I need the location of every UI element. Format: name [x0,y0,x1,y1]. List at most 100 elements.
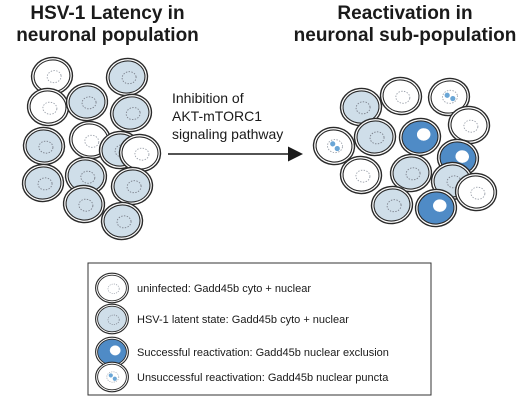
legend-item-latent: HSV-1 latent state: Gadd45b cyto + nucle… [95,303,349,335]
cell-latent [62,184,106,224]
cell-nucleus [46,70,62,84]
cell-nucleus [42,101,58,115]
legend-label-reactivated: Successful reactivation: Gadd45b nuclear… [137,347,389,359]
cell-uninfected [118,133,162,173]
cell-latent [389,153,433,193]
cell-body [457,175,495,209]
cell-reactivated [398,117,442,157]
cell-nucleus [125,107,141,121]
nuclear-punctum [112,376,117,381]
cell-uninfected [26,87,70,127]
cell-latent [22,126,66,166]
legend-swatch-reactivated [95,336,129,368]
cell-body [97,274,127,302]
cell-nucleus [395,90,411,104]
cell-nucleus [78,198,94,212]
nuclear-punctum [334,145,340,152]
legend-label-latent: HSV-1 latent state: Gadd45b cyto + nucle… [137,314,349,326]
cell-body [108,60,146,94]
cell-uninfected [454,172,498,212]
latent-population [21,56,162,241]
right-title-line-2: neuronal sub-population [293,25,517,46]
cell-nucleus [116,215,132,229]
cell-nucleus [405,167,421,181]
cell-nucleus [416,128,431,141]
cell-nucleus [84,134,100,148]
left-title-line-2: neuronal population [16,25,199,46]
cell-body [382,79,420,113]
nuclear-punctum [330,141,336,147]
cell-nucleus [455,150,469,163]
cell-nucleus [463,119,479,133]
legend-label-puncta: Unsuccessful reactivation: Gadd45b nucle… [137,372,389,384]
cell-nucleus [470,186,486,200]
left-panel-title: HSV-1 Latency in neuronal population [0,3,215,47]
cell-body [342,158,380,192]
cell-nucleus [109,345,121,356]
cell-body [24,166,62,200]
right-panel-title: Reactivation in neuronal sub-population [290,3,520,47]
cell-body [113,169,151,203]
cell-nucleus [38,140,54,154]
cell-nucleus [107,314,120,325]
legend-box [87,262,432,396]
cell-body [97,305,127,333]
cell-reactivated [414,188,458,228]
cell-latent [109,93,153,133]
cell-latent [105,57,149,97]
legend: uninfected: Gadd45b cyto + nuclear HSV-1… [95,272,389,393]
cell-latent [110,166,154,206]
cell-latent [100,201,144,241]
cell-body [112,96,150,130]
arrow-label-line-1: Inhibition of [172,90,244,106]
cell-body [373,188,411,222]
cell-latent [370,185,414,225]
left-title-line-1: HSV-1 Latency in [30,3,185,24]
cell-latent [21,163,65,203]
cell-nucleus [369,131,385,145]
legend-item-puncta: Unsuccessful reactivation: Gadd45b nucle… [95,361,389,393]
legend-item-reactivated: Successful reactivation: Gadd45b nuclear… [95,336,389,368]
legend-swatch-puncta [95,361,129,393]
cell-nucleus [134,147,150,161]
legend-swatch-uninfected [95,272,129,304]
cell-nucleus [355,101,371,115]
cell-uninfected [339,155,383,195]
arrow-label-line-3: signaling pathway [172,126,284,142]
cell-puncta [312,126,356,166]
right-title-line-1: Reactivation in [337,3,473,24]
arrow-label-line-2: AKT-mTORC1 [172,108,262,124]
cell-nucleus [355,169,371,183]
cell-nucleus [121,71,137,85]
cell-body [356,120,394,154]
cell-body [65,187,103,221]
cell-body [68,85,106,119]
nuclear-punctum [450,95,456,102]
cell-body [392,156,430,190]
cell-nucleus [106,371,120,383]
nuclear-punctum [444,92,450,98]
cell-uninfected [30,56,74,96]
nuclear-punctum [108,373,113,378]
legend-item-uninfected: uninfected: Gadd45b cyto + nuclear [95,272,311,304]
cell-nucleus [80,170,96,184]
cell-body [103,204,141,238]
cell-puncta [427,77,471,117]
cell-nucleus [37,177,53,191]
cell-latent [353,117,397,157]
cell-nucleus [442,89,458,104]
cell-nucleus [327,139,343,154]
cell-body [29,90,67,124]
cell-nucleus [81,96,97,110]
legend-swatch-latent [95,303,129,335]
reactivation-population [312,76,498,228]
cell-uninfected [379,76,423,116]
cell-nucleus [107,283,120,294]
cell-nucleus [386,199,402,213]
cell-nucleus [126,180,142,194]
cell-uninfected [447,105,491,145]
cell-body [25,129,63,163]
cell-latent [65,82,109,122]
legend-label-uninfected: uninfected: Gadd45b cyto + nuclear [137,283,311,295]
